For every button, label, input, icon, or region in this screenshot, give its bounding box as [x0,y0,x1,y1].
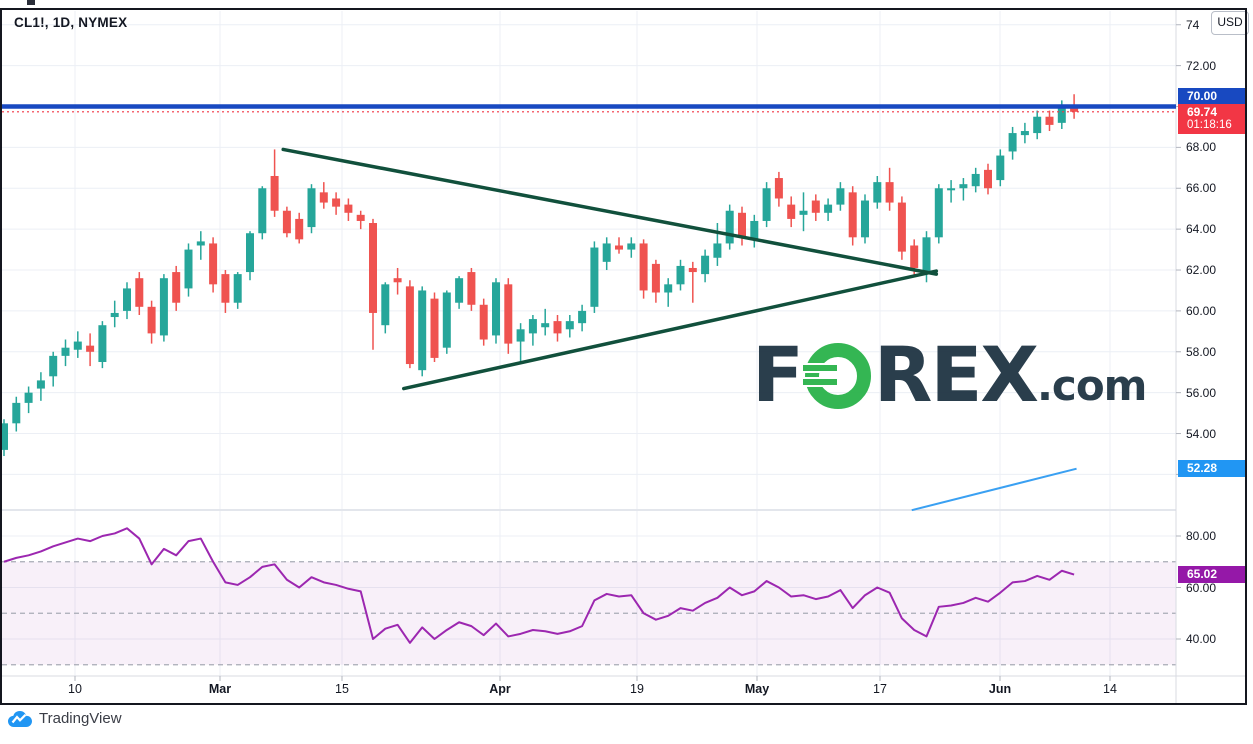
toolbar-remnant-mark [27,0,35,5]
symbol-title[interactable]: CL1!, 1D, NYMEX [14,15,128,30]
price-tick-label: 60.00 [1186,303,1217,318]
triangle-upper-trendline[interactable] [281,147,939,276]
time-tick-label[interactable]: 14 [1103,682,1117,696]
time-tick-label[interactable]: 19 [630,682,644,696]
tradingview-logo-icon [8,710,32,727]
price-tick-label: 66.00 [1186,181,1217,196]
oscillator-line [3,527,1075,644]
blue-trendline-value-label: 52.28 [1178,460,1247,477]
oscillator-value-label: 65.02 [1178,566,1247,583]
price-tick-label: 62.00 [1186,263,1217,278]
watermark-dot-com: .com [1036,361,1147,410]
candles-group [0,94,1079,457]
watermark-letter-f: F [752,330,804,419]
time-tick-label[interactable]: 10 [68,682,82,696]
indicator-tick-label: 60.00 [1186,580,1217,595]
price-tick-label: 64.00 [1186,222,1217,237]
triangle-lower-trendline[interactable] [402,269,939,391]
time-tick-label[interactable]: May [744,682,770,696]
blue-trendline[interactable] [911,467,1077,512]
price-tick-label: 56.00 [1186,385,1217,400]
time-gridlines [74,11,1111,676]
indicator-gridlines [2,535,1176,640]
watermark-letters-rex: REX [873,330,1039,419]
time-tick-label[interactable]: Jun [988,682,1012,696]
indicator-tick-label: 80.00 [1186,529,1217,543]
bar-countdown: 01:18:16 [1187,119,1232,131]
price-tick-label: 68.00 [1186,140,1217,155]
time-tick-label[interactable]: 17 [873,682,887,696]
last-price-value: 69.74 [1187,105,1218,119]
currency-button[interactable]: USD [1211,11,1249,35]
time-tick-label[interactable]: 15 [335,682,349,696]
indicator-tick-label: 40.00 [1186,632,1217,646]
time-tick-label[interactable]: Mar [208,682,232,696]
price-tick-label: 54.00 [1186,426,1217,441]
forex-com-watermark: F REX .com [752,330,1147,419]
tradingview-label: TradingView [39,710,122,727]
time-tick-label[interactable]: Apr [489,682,511,696]
resistance-price-label: 70.00 [1178,88,1247,105]
watermark-o-icon [802,343,871,409]
price-tick-label: 72.00 [1186,58,1217,73]
tradingview-attribution[interactable]: TradingView [8,710,122,727]
price-tick-label: 58.00 [1186,344,1217,359]
last-price-label: 69.74 01:18:16 [1178,104,1247,134]
price-tick-label: 74 [1186,17,1200,32]
